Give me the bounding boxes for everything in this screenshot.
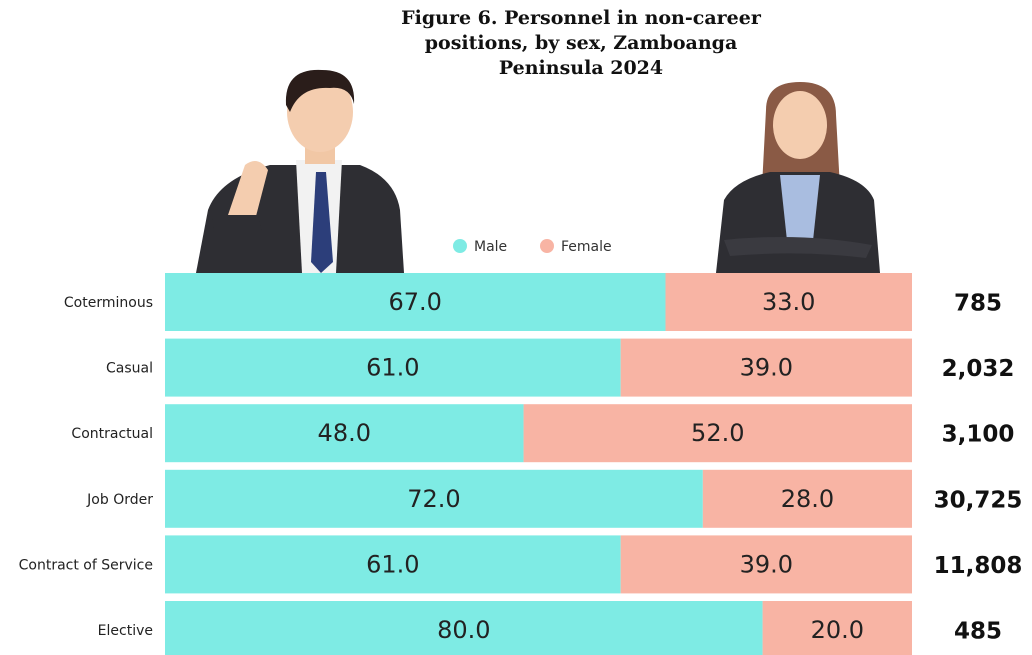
woman-illustration	[716, 82, 880, 273]
bar-segment	[165, 535, 621, 594]
bar-segment	[165, 404, 524, 463]
total-label: 3,100	[942, 422, 1015, 448]
data-label: 80.0	[437, 616, 490, 644]
bar-segment	[620, 338, 912, 397]
data-label: 61.0	[366, 354, 419, 382]
y-tick-label: Contractual	[71, 426, 153, 442]
total-label: 785	[954, 291, 1002, 317]
data-label: 52.0	[691, 419, 744, 447]
legend-swatch	[453, 239, 467, 253]
bar-segment	[665, 273, 912, 331]
bar-segment	[620, 535, 912, 594]
bar-segment	[523, 404, 912, 463]
y-tick-label: Job Order	[86, 492, 153, 508]
data-label: 39.0	[740, 354, 793, 382]
man-illustration	[196, 69, 404, 273]
total-label: 485	[954, 619, 1002, 645]
data-label: 33.0	[762, 288, 815, 316]
data-label: 67.0	[389, 288, 442, 316]
legend-label: Female	[561, 239, 612, 255]
data-label: 28.0	[781, 485, 834, 513]
bar-segment	[165, 273, 666, 331]
bar-segment	[165, 338, 621, 397]
total-label: 11,808	[934, 553, 1023, 579]
legend-label: Male	[474, 239, 507, 255]
data-label: 48.0	[318, 419, 371, 447]
data-label: 39.0	[740, 550, 793, 578]
bar-segment	[702, 469, 912, 528]
chart-title: Figure 6. Personnel in non-career positi…	[401, 7, 761, 79]
total-label: 2,032	[942, 356, 1015, 382]
bar-segment	[165, 601, 763, 655]
y-tick-label: Contract of Service	[19, 557, 153, 573]
y-tick-label: Casual	[106, 361, 153, 377]
y-tick-label: Coterminous	[64, 295, 153, 311]
data-label: 61.0	[366, 550, 419, 578]
bar-segment	[165, 469, 703, 528]
total-label: 30,725	[934, 487, 1023, 513]
data-label: 20.0	[811, 616, 864, 644]
data-label: 72.0	[407, 485, 460, 513]
legend-swatch	[540, 239, 554, 253]
bar-segment	[762, 601, 912, 655]
y-tick-label: Elective	[98, 623, 153, 639]
